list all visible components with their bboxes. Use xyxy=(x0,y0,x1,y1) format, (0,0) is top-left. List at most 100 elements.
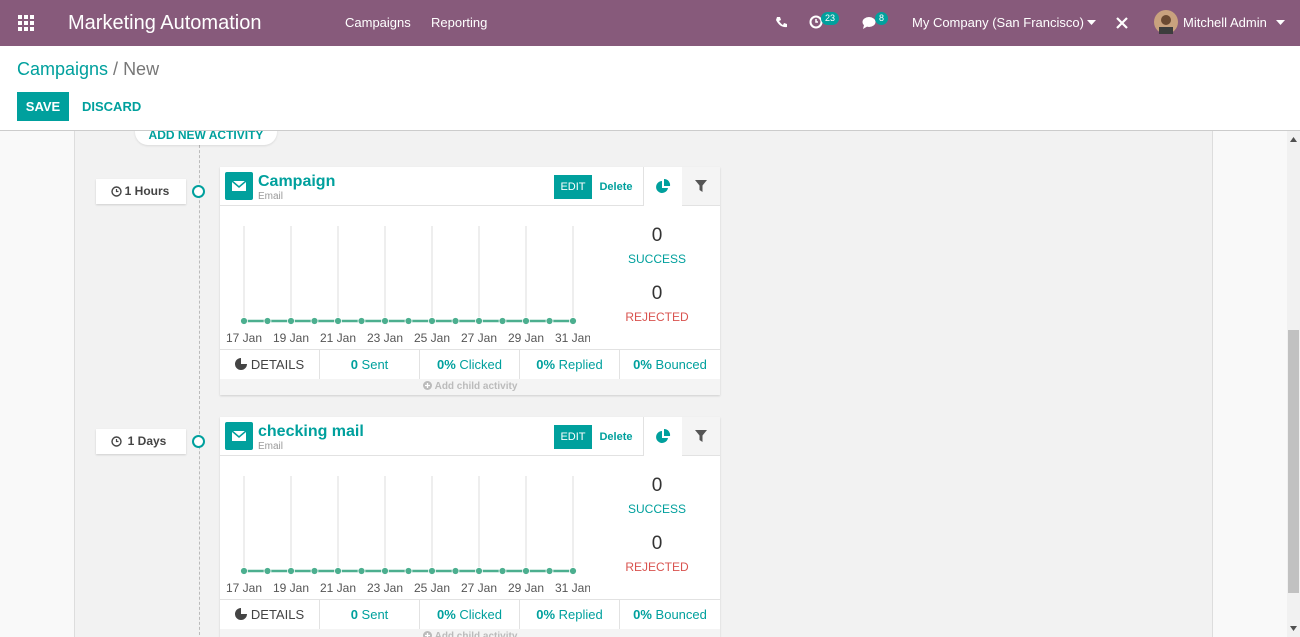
discard-button[interactable]: DISCARD xyxy=(82,99,142,114)
point xyxy=(381,567,389,575)
point xyxy=(381,317,389,325)
phone-icon[interactable] xyxy=(775,16,788,29)
plus xyxy=(424,383,430,388)
point xyxy=(357,567,366,575)
filter-tab[interactable] xyxy=(682,167,720,205)
stat-clicked[interactable]: 0% Clicked xyxy=(420,350,520,379)
success-count: 0 xyxy=(651,475,663,496)
plus xyxy=(424,633,430,637)
x-tick-label: 21 Jan xyxy=(320,581,356,595)
plus-icon xyxy=(422,381,432,390)
x-tick-label: 17 Jan xyxy=(226,331,262,345)
activity-name[interactable]: checking mail xyxy=(258,423,364,440)
details-button[interactable]: DETAILS xyxy=(220,350,320,379)
stat-replied[interactable]: 0% Replied xyxy=(520,350,620,379)
x-tick-label: 25 Jan xyxy=(414,331,450,345)
stat-value: 0 xyxy=(350,607,358,622)
x-tick-label: 19 Jan xyxy=(273,581,309,595)
stat-label: Sent xyxy=(361,357,389,372)
scrollbar-thumb[interactable] xyxy=(1288,330,1299,593)
point xyxy=(475,317,483,325)
point xyxy=(287,317,295,325)
point xyxy=(428,317,436,325)
envelope-flap xyxy=(231,180,247,188)
point xyxy=(569,317,577,325)
timeline-node xyxy=(192,435,205,448)
point xyxy=(357,317,366,325)
x-tick-label: 29 Jan xyxy=(508,331,544,345)
rejected-count: 0 xyxy=(651,283,663,304)
x-tick-label: 27 Jan xyxy=(461,331,497,345)
edit-button[interactable]: EDIT xyxy=(554,425,592,449)
activity-name[interactable]: Campaign xyxy=(258,173,336,190)
stat-value: 0% xyxy=(436,357,456,372)
avatar[interactable] xyxy=(1154,10,1178,34)
stat-value: 0% xyxy=(436,607,456,622)
rejected-count: 0 xyxy=(651,533,663,554)
message-badge: 8 xyxy=(875,12,889,25)
filter-icon xyxy=(695,430,707,442)
menu-item[interactable]: Reporting xyxy=(431,15,488,30)
breadcrumb-parent[interactable]: Campaigns xyxy=(17,59,109,79)
rejected-label: REJECTED xyxy=(625,560,689,574)
graph-tab[interactable] xyxy=(643,417,683,456)
chat-icon[interactable] xyxy=(862,16,877,29)
point xyxy=(310,317,319,325)
clock-icon xyxy=(111,436,122,447)
delete-button[interactable]: Delete xyxy=(599,431,633,443)
funnel xyxy=(695,430,707,442)
stat-clicked[interactable]: 0% Clicked xyxy=(420,600,520,629)
point xyxy=(522,317,530,325)
stats-row: DETAILS 0 Sent 0% Clicked 0% Replied 0% Boun… xyxy=(220,349,720,380)
pie-icon xyxy=(656,179,671,193)
point xyxy=(498,317,507,325)
add-child-label: Add child activity xyxy=(434,381,518,392)
point xyxy=(451,317,460,325)
stat-label: Replied xyxy=(558,357,603,372)
activity-card: checking mail Email EDIT Delete 17 Jan 19 Jan… xyxy=(220,417,720,637)
stats-row: DETAILS 0 Sent 0% Clicked 0% Replied 0% Boun… xyxy=(220,599,720,630)
scroll-down[interactable] xyxy=(1290,626,1297,631)
user-menu[interactable]: Mitchell Admin xyxy=(1183,15,1267,30)
stat-label: Bounced xyxy=(655,357,707,372)
stat-bounced[interactable]: 0% Bounced xyxy=(620,600,720,629)
graph-tab[interactable] xyxy=(643,167,683,206)
delete-button[interactable]: Delete xyxy=(599,181,633,193)
company-switch[interactable]: My Company (San Francisco) xyxy=(912,15,1084,30)
x-tick-label: 31 Jan xyxy=(555,581,590,595)
save-button[interactable]: SAVE xyxy=(17,92,69,121)
point xyxy=(545,317,554,325)
debug-icon[interactable] xyxy=(1115,16,1129,30)
pie-part xyxy=(664,179,671,186)
point xyxy=(522,567,530,575)
apps-icon[interactable] xyxy=(18,15,35,31)
activity-kind: Email xyxy=(258,191,284,202)
stat-sent[interactable]: 0 Sent xyxy=(320,350,420,379)
breadcrumb-sep: / xyxy=(108,59,124,79)
stat-label: Clicked xyxy=(459,357,503,372)
timeline-node xyxy=(192,185,205,198)
menu-item[interactable]: Campaigns xyxy=(345,15,411,30)
point xyxy=(240,317,248,325)
stat-bounced[interactable]: 0% Bounced xyxy=(620,350,720,379)
add-activity-button[interactable]: ADD NEW ACTIVITY xyxy=(135,131,277,145)
success-count: 0 xyxy=(651,225,663,246)
edit-button[interactable]: EDIT xyxy=(554,175,592,199)
filter-tab[interactable] xyxy=(682,417,720,455)
x-tick-label: 23 Jan xyxy=(367,331,403,345)
content: ADD NEW ACTIVITY 1 Hours Campaign Email EDI… xyxy=(0,131,1287,637)
scroll-up[interactable] xyxy=(1290,137,1297,142)
details-button[interactable]: DETAILS xyxy=(220,600,320,629)
pie-icon xyxy=(234,608,247,620)
scrollbar xyxy=(1287,131,1300,637)
add-child[interactable]: Add child activity xyxy=(220,629,720,637)
email-icon xyxy=(225,172,253,200)
point xyxy=(498,567,507,575)
stat-replied[interactable]: 0% Replied xyxy=(520,600,620,629)
pie-part xyxy=(234,358,247,370)
stat-value: 0% xyxy=(633,357,652,372)
add-child[interactable]: Add child activity xyxy=(220,379,720,395)
stat-sent[interactable]: 0 Sent xyxy=(320,600,420,629)
pie-icon xyxy=(234,358,247,370)
activity-badge: 23 xyxy=(821,12,840,25)
